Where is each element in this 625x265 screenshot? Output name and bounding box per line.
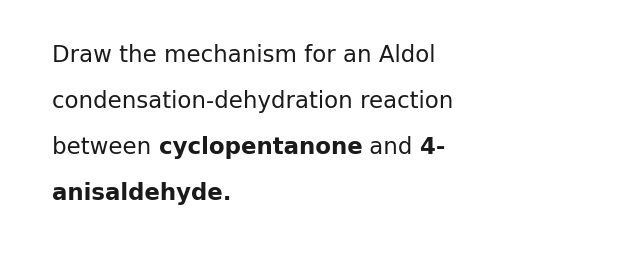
Text: between: between: [52, 136, 159, 159]
Text: anisaldehyde.: anisaldehyde.: [52, 182, 231, 205]
Text: condensation-dehydration reaction: condensation-dehydration reaction: [52, 90, 453, 113]
Text: and: and: [362, 136, 420, 159]
Text: Draw the mechanism for an Aldol: Draw the mechanism for an Aldol: [52, 44, 436, 67]
Text: cyclopentanone: cyclopentanone: [159, 136, 362, 159]
Text: 4-: 4-: [420, 136, 445, 159]
